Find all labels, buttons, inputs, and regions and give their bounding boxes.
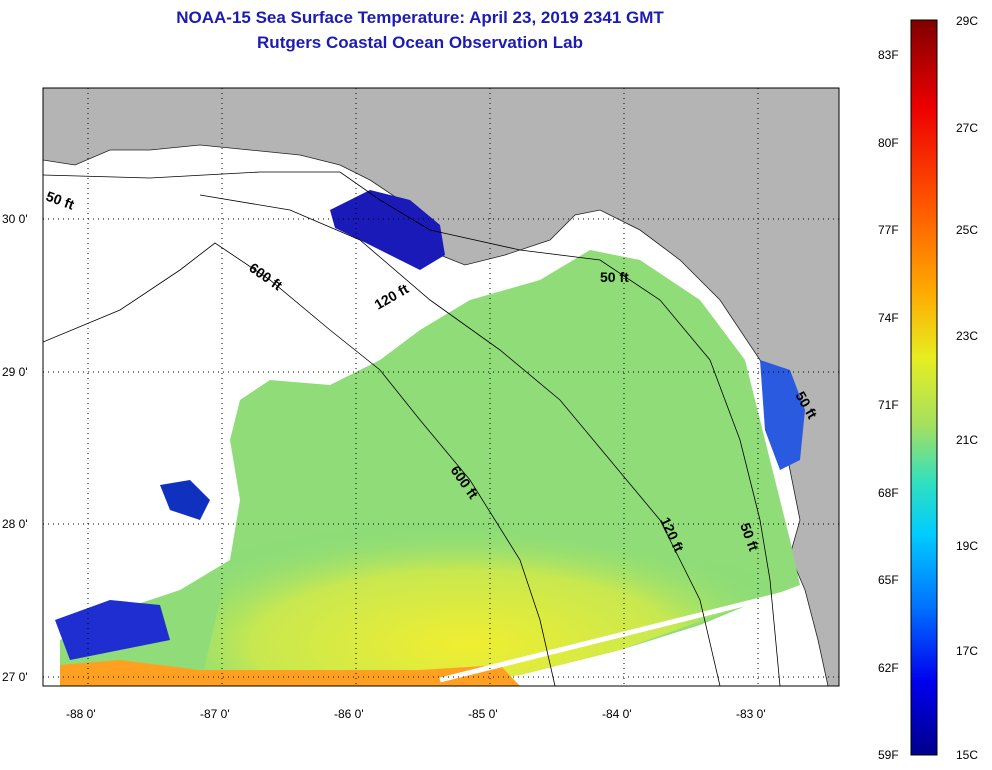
lat-label-30: 30 0' [2,212,28,226]
lon-label-83: -83 0' [736,707,766,721]
lon-label-87: -87 0' [200,707,230,721]
lon-label-88: -88 0' [66,707,96,721]
colorbar-c-19: 19C [956,539,978,553]
contour-line-600ft [43,242,556,686]
map-title: NOAA-15 Sea Surface Temperature: April 2… [176,8,664,27]
lon-label-84: -84 0' [602,707,632,721]
colorbar-f-77: 77F [878,223,899,237]
lat-label-28: 28 0' [2,517,28,531]
map-area [43,88,839,686]
land-mass [43,88,839,686]
cool-western-water [55,600,170,660]
map-frame [42,87,840,687]
colorbar-f-62: 62F [878,661,899,675]
colorbar-c-29: 29C [956,14,978,28]
colorbar-c-27: 27C [956,121,978,135]
cool-central-patch [160,480,210,520]
colorbar-f-59: 59F [878,748,899,762]
colorbar-f-80: 80F [878,136,899,150]
colorbar-c-21: 21C [956,433,978,447]
map-subtitle: Rutgers Coastal Ocean Observation Lab [257,33,583,52]
contour-line-120ft [199,194,721,686]
colorbar-c-15: 15C [956,748,978,762]
colorbar [910,19,938,756]
colorbar-c-25: 25C [956,223,978,237]
lon-label-86: -86 0' [334,707,364,721]
colorbar-f-74: 74F [878,311,899,325]
contour-label-50ft-bigbend: 50 ft [600,269,629,285]
contour-line-50ft [43,171,781,686]
cool-bigbend-water [760,360,805,470]
colorbar-c-23: 23C [956,329,978,343]
colorbar-f-83: 83F [878,48,899,62]
colorbar-f-65: 65F [878,573,899,587]
colorbar-c-17: 17C [956,644,978,658]
lon-label-85: -85 0' [468,707,498,721]
cool-coastal-water [330,190,445,270]
sst-warm-region [200,480,790,686]
colorbar-f-68: 68F [878,486,899,500]
lat-label-27: 27 0' [2,670,28,684]
swath-gap [439,587,801,683]
colorbar-f-71: 71F [878,398,899,412]
lat-label-29: 29 0' [2,365,28,379]
warm-southern-edge [60,660,520,686]
